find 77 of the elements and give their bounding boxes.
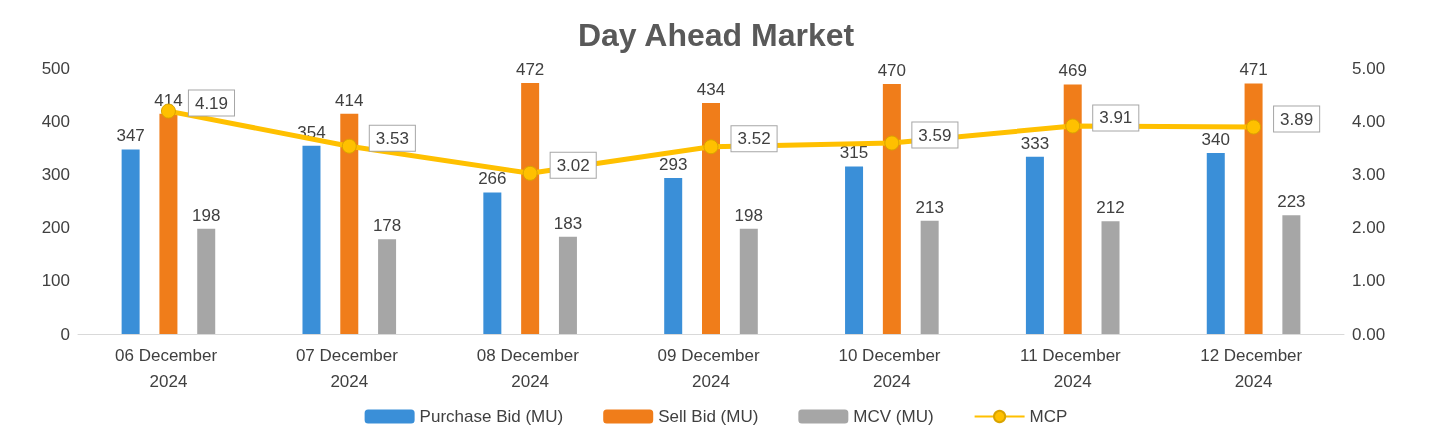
data-label: 333 — [1020, 133, 1050, 153]
bar — [159, 113, 178, 334]
y-tick-label: 100 — [41, 271, 70, 291]
data-label: 3.59 — [918, 125, 952, 145]
chart-title: Day Ahead Market — [577, 17, 855, 53]
legend-label: Sell Bid (MU) — [658, 407, 759, 426]
bar — [739, 228, 758, 334]
bar — [702, 103, 720, 334]
data-label: 434 — [696, 80, 726, 100]
bar — [1025, 156, 1044, 334]
bar — [483, 192, 502, 334]
y-tick-label: 500 — [41, 58, 70, 78]
y-tick-label: 400 — [41, 111, 70, 131]
bar — [664, 178, 683, 334]
y-tick-label: 200 — [41, 218, 70, 238]
data-label: 212 — [1096, 198, 1125, 218]
data-label: 3.53 — [375, 128, 409, 148]
bar — [521, 82, 540, 334]
point — [522, 165, 538, 181]
data-label: 472 — [515, 59, 545, 79]
bar — [920, 220, 939, 334]
y2-tick-label: 4.00 — [1352, 111, 1386, 131]
x-tick-label: 12 December 2024 — [1200, 345, 1307, 391]
data-label: 470 — [877, 60, 907, 80]
y2-tick-label: 5.00 — [1352, 58, 1386, 78]
data-label: 198 — [734, 205, 763, 225]
bar — [340, 113, 359, 334]
bar — [1244, 83, 1263, 334]
data-label: 198 — [192, 205, 221, 225]
point — [1065, 118, 1081, 134]
bar — [197, 228, 216, 334]
bar — [558, 236, 577, 334]
y-tick-label: 300 — [41, 164, 70, 184]
legend-label: MCP — [1029, 407, 1068, 426]
data-label: 347 — [116, 126, 145, 146]
data-label: 414 — [335, 90, 364, 110]
data-label: 3.02 — [556, 155, 590, 175]
point — [341, 138, 357, 154]
bar — [1101, 221, 1120, 334]
data-label: 315 — [839, 143, 869, 163]
data-label: 223 — [1277, 192, 1306, 212]
bar — [378, 239, 397, 334]
x-tick-label: 06 December 2024 — [115, 345, 222, 391]
bar — [1282, 215, 1301, 334]
data-label: 340 — [1201, 130, 1230, 150]
x-tick-label: 10 December 2024 — [838, 345, 946, 391]
data-label: 3.52 — [737, 129, 771, 149]
point — [884, 135, 900, 151]
point — [703, 139, 719, 155]
data-label: 3.89 — [1280, 109, 1314, 129]
data-label: 213 — [915, 197, 944, 217]
bar — [121, 149, 140, 334]
y-tick-label: 0 — [60, 324, 70, 344]
data-label: 178 — [372, 216, 402, 236]
legend-label: MCV (MU) — [853, 407, 934, 426]
x-tick-label: 11 December 2024 — [1019, 345, 1126, 391]
bar — [302, 145, 321, 334]
bar — [882, 83, 901, 334]
x-tick-label: 08 December 2024 — [476, 345, 584, 391]
data-label: 469 — [1058, 61, 1087, 81]
y2-tick-label: 2.00 — [1352, 218, 1386, 238]
y2-tick-label: 1.00 — [1352, 271, 1386, 291]
data-label: 3.91 — [1099, 108, 1133, 128]
data-label: 4.19 — [194, 93, 229, 113]
data-label: 471 — [1239, 60, 1268, 80]
data-label: 183 — [553, 213, 583, 233]
y2-tick-label: 3.00 — [1352, 164, 1386, 184]
x-tick-label: 09 December 2024 — [657, 345, 765, 391]
point — [1246, 119, 1262, 135]
data-label: 293 — [659, 155, 688, 175]
bar — [1206, 153, 1225, 334]
data-label: 266 — [478, 169, 507, 189]
legend-label: Purchase Bid (MU) — [419, 407, 564, 426]
x-tick-label: 07 December 2024 — [295, 345, 403, 391]
y2-tick-label: 0.00 — [1352, 324, 1386, 344]
bar — [1063, 84, 1082, 334]
bar — [845, 166, 864, 334]
